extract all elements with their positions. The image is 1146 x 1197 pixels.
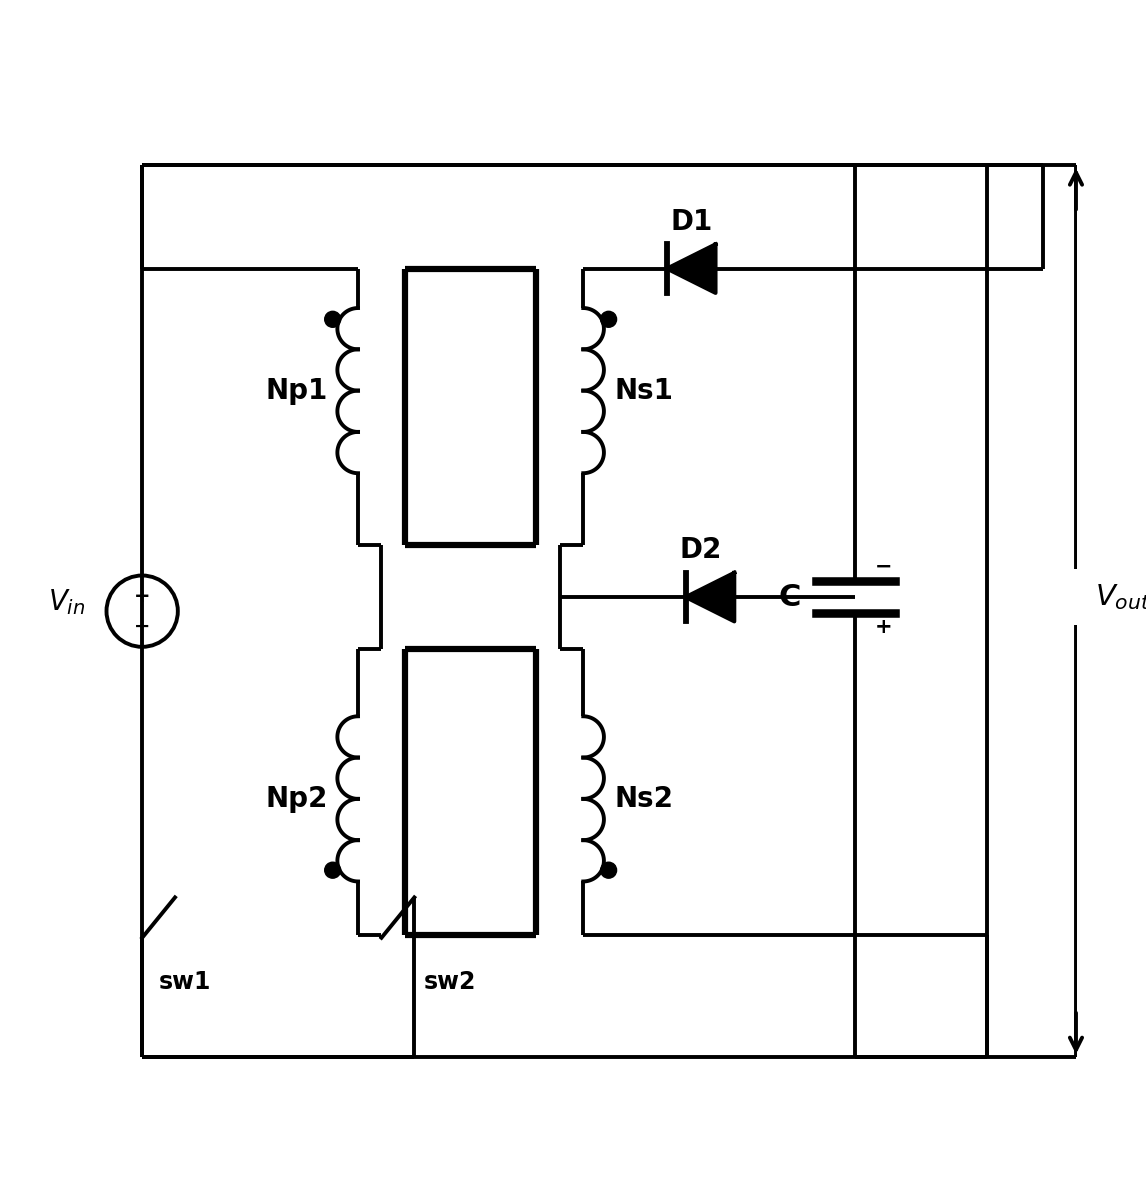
Text: Np1: Np1 xyxy=(266,377,328,405)
Circle shape xyxy=(601,862,617,879)
Text: sw2: sw2 xyxy=(424,970,476,994)
Text: −: − xyxy=(134,616,150,636)
Text: Ns1: Ns1 xyxy=(614,377,674,405)
Text: Np2: Np2 xyxy=(266,785,328,813)
Polygon shape xyxy=(667,244,715,293)
Circle shape xyxy=(324,862,340,879)
Text: $V_{out}$: $V_{out}$ xyxy=(1094,582,1146,612)
Text: $V_{in}$: $V_{in}$ xyxy=(48,587,86,616)
Text: D1: D1 xyxy=(670,208,713,236)
Circle shape xyxy=(324,311,340,327)
Text: +: + xyxy=(134,587,150,606)
Text: sw1: sw1 xyxy=(159,970,211,994)
Text: Ns2: Ns2 xyxy=(614,785,674,813)
Circle shape xyxy=(601,311,617,327)
Text: +: + xyxy=(874,618,893,637)
Polygon shape xyxy=(685,572,735,621)
Text: C: C xyxy=(778,583,801,612)
Text: D2: D2 xyxy=(680,536,722,564)
Text: −: − xyxy=(874,557,893,577)
